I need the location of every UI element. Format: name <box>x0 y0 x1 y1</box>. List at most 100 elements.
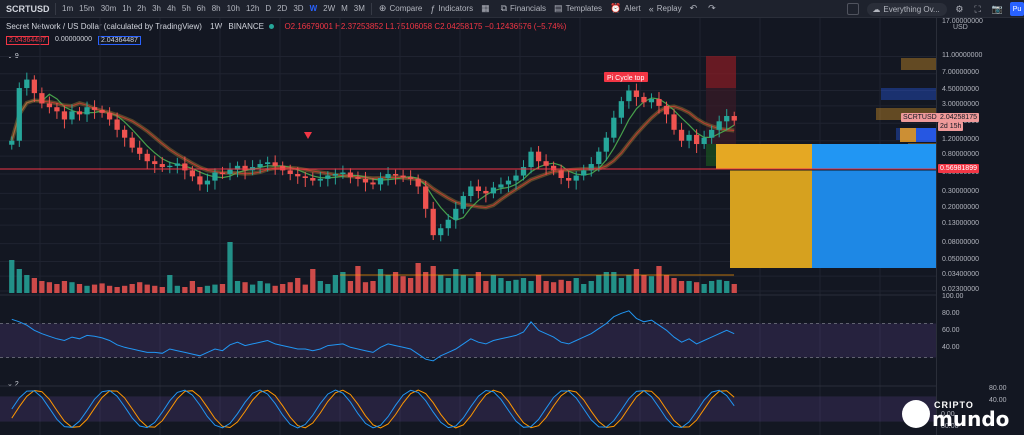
candle-body <box>106 112 113 120</box>
search-input[interactable]: ☁ Everything Ov... <box>867 2 948 16</box>
annotations: Pi Cycle top <box>304 72 648 139</box>
interval-2D[interactable]: 2D <box>277 4 288 13</box>
interval-8h[interactable]: 8h <box>211 4 221 13</box>
candle-body <box>9 140 15 145</box>
interval-30m[interactable]: 30m <box>100 4 117 13</box>
stoch-band <box>0 396 936 422</box>
volume-bar <box>76 284 83 293</box>
rsi-axis-label: 100.00 <box>942 293 964 300</box>
candle-body <box>678 129 685 141</box>
candle-body <box>61 111 68 120</box>
volume-profile-poc <box>900 128 916 142</box>
interval-12h[interactable]: 12h <box>245 4 260 13</box>
settings-button[interactable]: ⚙ <box>951 4 970 15</box>
toolbar-divider <box>370 2 372 15</box>
layout-button[interactable]: ▦ <box>477 3 497 14</box>
indicators-button[interactable]: ƒ Indicators <box>426 4 477 14</box>
candle-body <box>581 170 587 176</box>
candle-body <box>122 129 128 138</box>
layout-toggle-icon[interactable] <box>847 3 860 15</box>
volume-bar <box>46 282 53 293</box>
interval-3D[interactable]: 3D <box>293 4 304 13</box>
rewind-icon: « <box>648 3 654 14</box>
publish-button[interactable]: Pu <box>1010 2 1024 16</box>
stoch-pane-label[interactable]: ⌄ 2 <box>7 381 19 388</box>
volume-bar <box>91 284 98 293</box>
candle-body <box>415 178 421 187</box>
interval-M[interactable]: M <box>341 4 348 13</box>
sell-price-badge[interactable]: 2.04364487 <box>6 36 49 45</box>
candle-body <box>550 165 557 171</box>
volume-bar <box>468 278 474 293</box>
candle-body <box>265 162 271 165</box>
interval-D[interactable]: D <box>265 4 272 13</box>
candle-body <box>460 196 466 209</box>
volume-bar <box>189 281 196 293</box>
interval-W[interactable]: W <box>309 4 318 13</box>
volume-bar <box>84 285 90 293</box>
axis-price-label: 0.80000000 <box>942 151 979 159</box>
volume-bar <box>596 275 602 293</box>
templates-button[interactable]: ▤ Templates <box>550 3 606 14</box>
candle-body <box>287 170 293 174</box>
interval-2W[interactable]: 2W <box>323 4 336 13</box>
price-badges: 2.04364487 0.00000000 2.04364487 <box>6 36 141 45</box>
axis-price-label: 0.03400000 <box>942 271 979 279</box>
long-target-box-top <box>812 144 936 170</box>
volume-bar <box>362 282 369 293</box>
interval-10h[interactable]: 10h <box>226 4 240 13</box>
candle-body <box>16 88 22 141</box>
candle-body <box>144 153 150 162</box>
logo-line1: CRIPTO <box>934 400 974 410</box>
interval-15m[interactable]: 15m <box>79 4 95 13</box>
interval-1h[interactable]: 1h <box>122 4 132 13</box>
volume-bar <box>152 285 158 293</box>
axis-price-label: 1.20000000 <box>942 135 979 143</box>
candle-body <box>219 172 226 174</box>
undo-button[interactable]: ↶ <box>686 3 705 14</box>
fullscreen-button[interactable]: ⛶ <box>970 4 987 15</box>
volume-bar <box>656 266 662 293</box>
interval-1m[interactable]: 1m <box>62 4 74 13</box>
interval-6h[interactable]: 6h <box>196 4 206 13</box>
volume-bar <box>137 282 143 293</box>
volume-bar <box>197 287 203 293</box>
redo-button[interactable]: ↷ <box>704 3 723 14</box>
axis-top-label: 17.00000000 <box>942 18 983 25</box>
price-chart[interactable]: Pi Cycle top <box>0 18 936 435</box>
candle-body <box>626 90 632 102</box>
indicators-label: Indicators <box>438 4 474 13</box>
volume-bar <box>430 266 436 293</box>
replay-label: Replay <box>656 4 682 13</box>
volume-bar <box>535 275 542 293</box>
indicators-icon: ƒ <box>430 3 436 14</box>
volume-bar <box>310 269 316 293</box>
replay-button[interactable]: «Replay <box>645 4 686 14</box>
screenshot-button[interactable]: 📷 <box>988 4 1010 15</box>
alert-button[interactable]: ⏰ Alert <box>606 3 645 14</box>
price-axis[interactable]: 17.00000000 USD 11.00000000 7.00000000 4.5… <box>901 18 1024 435</box>
interval-5h[interactable]: 5h <box>181 4 191 13</box>
interval-3h[interactable]: 3h <box>152 4 161 13</box>
volume-bar <box>174 285 180 293</box>
candle-body <box>438 228 444 236</box>
candle-body <box>475 186 481 191</box>
volume-bar <box>731 284 737 293</box>
buy-price-badge[interactable]: 2.04364487 <box>97 36 141 45</box>
volume-bar <box>227 242 233 293</box>
financials-button[interactable]: ⧉ Financials <box>497 3 550 14</box>
short-target-box <box>730 170 812 268</box>
interval-2h[interactable]: 2h <box>137 4 147 13</box>
undo-icon: ↶ <box>689 3 698 13</box>
volume-bar <box>257 281 263 293</box>
candle-body <box>483 190 489 194</box>
interval-3M[interactable]: 3M <box>353 4 365 13</box>
symbol-search[interactable]: SCRTUSD <box>6 3 50 14</box>
candle-body <box>272 162 278 166</box>
candle-body <box>91 107 98 110</box>
volume-bar <box>249 284 256 293</box>
interval-4h[interactable]: 4h <box>166 4 176 13</box>
volume-bar <box>39 281 45 293</box>
compare-button[interactable]: ⊕ Compare <box>375 3 426 14</box>
volume-bar <box>204 285 211 293</box>
